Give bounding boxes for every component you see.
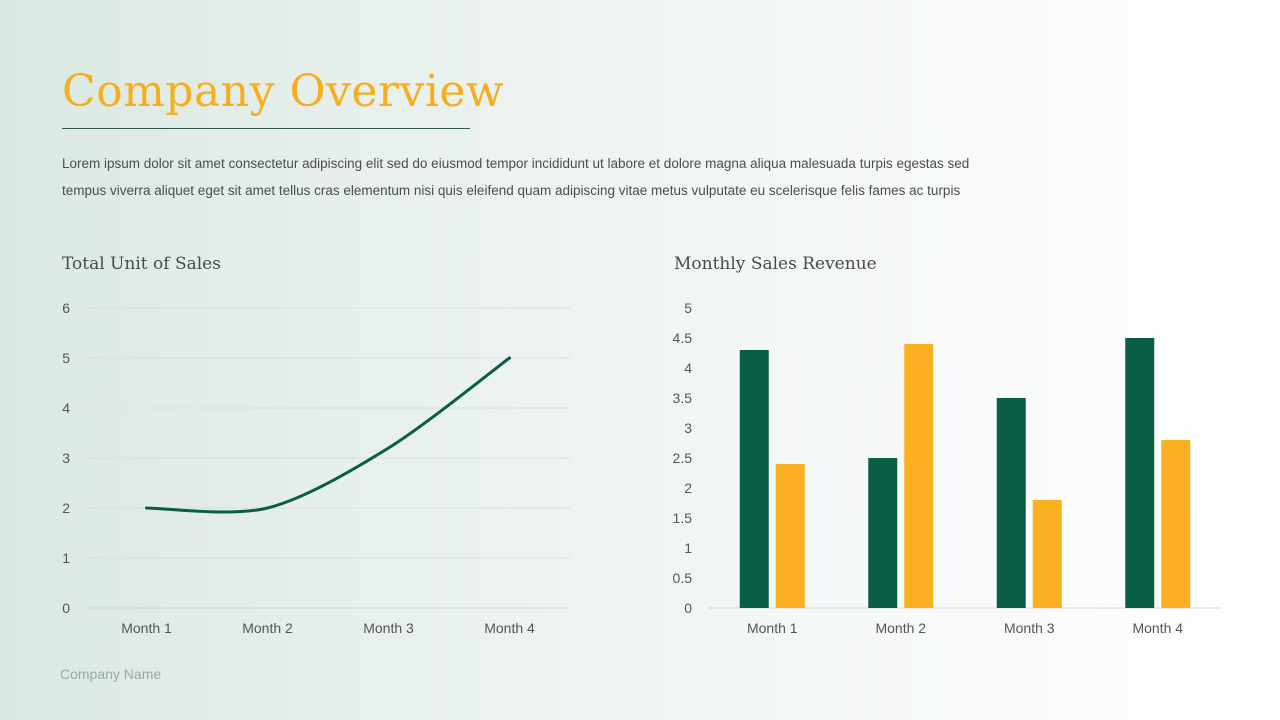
title-underline xyxy=(62,128,470,129)
line-x-tick-label: Month 3 xyxy=(363,620,414,636)
slide-title: Company Overview xyxy=(62,66,505,117)
bar xyxy=(868,458,898,608)
bar-y-tick-label: 4.5 xyxy=(673,330,693,346)
bar xyxy=(996,398,1026,608)
bar-y-tick-label: 3.5 xyxy=(673,390,693,406)
line-chart-title: Total Unit of Sales xyxy=(62,254,221,274)
bar-y-tick-label: 2.5 xyxy=(673,450,693,466)
line-y-tick-label: 0 xyxy=(62,600,70,616)
line-y-tick-label: 6 xyxy=(62,300,70,316)
bar-y-tick-label: 4 xyxy=(684,360,692,376)
bar-x-tick-label: Month 4 xyxy=(1132,620,1183,636)
bar-chart-title: Monthly Sales Revenue xyxy=(674,254,877,274)
line-y-tick-label: 2 xyxy=(62,500,70,516)
bar xyxy=(775,464,805,608)
line-y-tick-label: 3 xyxy=(62,450,70,466)
bar-x-tick-label: Month 2 xyxy=(875,620,926,636)
bar-chart: 0 0.5 1 1.5 2 2.5 3 3.5 4 4.5 5 Month 1 Month 2 Month… xyxy=(673,300,1222,636)
bar-y-tick-label: 0.5 xyxy=(673,570,693,586)
line-x-tick-label: Month 2 xyxy=(242,620,293,636)
line-chart: 0 1 2 3 4 5 6 Month 1 Month 2 Month 3 Month 4 xyxy=(62,300,570,636)
description-line-1: Lorem ipsum dolor sit amet consectetur a… xyxy=(62,156,970,171)
line-x-tick-label: Month 4 xyxy=(484,620,535,636)
line-y-tick-label: 5 xyxy=(62,350,70,366)
bar-y-tick-label: 1.5 xyxy=(673,510,693,526)
bar xyxy=(1032,500,1062,608)
bar-y-tick-label: 0 xyxy=(684,600,692,616)
bar-y-tick-label: 5 xyxy=(684,300,692,316)
bar xyxy=(739,350,769,608)
bar xyxy=(1161,440,1191,608)
company-name: Company Name xyxy=(60,666,162,682)
bar-x-tick-label: Month 3 xyxy=(1004,620,1055,636)
bar-x-tick-label: Month 1 xyxy=(747,620,798,636)
bar-y-tick-label: 2 xyxy=(684,480,692,496)
bar xyxy=(904,344,934,608)
line-x-tick-label: Month 1 xyxy=(121,620,172,636)
bar xyxy=(1125,338,1155,608)
bar-y-tick-label: 1 xyxy=(684,540,692,556)
line-y-tick-label: 1 xyxy=(62,550,70,566)
line-series xyxy=(145,356,511,514)
line-y-tick-label: 4 xyxy=(62,400,70,416)
description: Lorem ipsum dolor sit amet consectetur a… xyxy=(62,150,1062,204)
description-line-2: tempus viverra aliquet eget sit amet tel… xyxy=(62,183,961,198)
bar-y-tick-label: 3 xyxy=(684,420,692,436)
